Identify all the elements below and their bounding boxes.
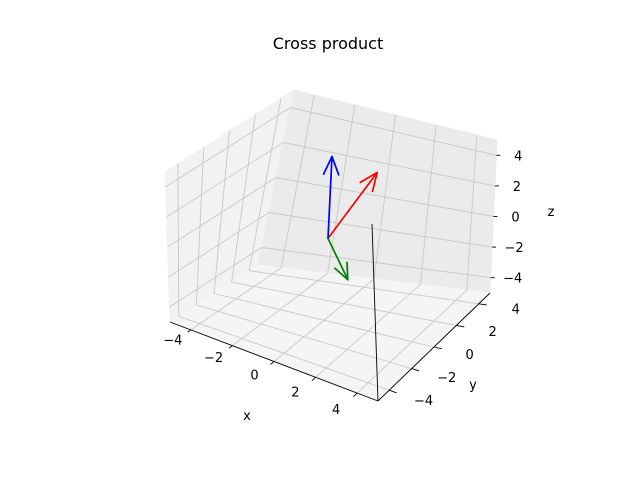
vector-2 [322,155,340,240]
y-tick-label: −4 [414,394,433,409]
vectors [322,155,379,281]
x-tick [270,361,275,365]
x-tick-label: 0 [250,368,258,383]
grid-line [466,134,478,291]
grid-line [290,107,497,156]
vector-head [333,261,349,281]
x-tick-label: −4 [163,334,182,349]
z-axis-label: z [548,205,555,220]
x-tick [228,345,233,349]
grid-line [231,114,256,283]
grid-line [315,284,421,378]
y-tick [411,368,420,372]
vector-shaft [327,171,379,240]
grid-line [356,289,468,394]
x-tick-label: 2 [291,386,299,401]
z-tick-label: 0 [511,211,519,226]
y-tick [389,389,397,394]
x-axis-label: x [243,409,251,424]
grid-line [419,124,437,285]
grid-line [165,107,291,188]
y-tick-label: −2 [437,371,456,386]
grid-line [213,293,435,348]
vector-head [322,155,340,176]
y-tick-label: 2 [489,325,497,340]
x-tick [187,329,192,333]
vector-1 [327,171,379,240]
vector-shaft [327,155,333,240]
z-tick-label: −4 [503,272,522,287]
y-tick [433,346,442,350]
grid-line [167,177,277,248]
x-tick [353,392,358,398]
x-tick-label: 4 [332,403,340,418]
y-tick [478,303,487,306]
z-axis-line [371,223,379,402]
grid-line [275,177,494,217]
z-tick-label: −2 [505,241,524,256]
vector-head [359,171,379,193]
y-tick-label: 0 [466,348,474,363]
y-tick-label: 4 [512,302,520,317]
y-tick [456,324,465,328]
vector-shaft [327,237,349,281]
vector-3 [327,237,349,281]
tick-marks [187,154,501,398]
z-tick-label: 2 [513,180,521,195]
grid-line [231,281,457,326]
chart-title: Cross product [273,34,383,53]
grid-line [166,142,284,218]
x-tick [311,376,316,381]
x-tick-label: −2 [204,351,223,366]
grid-line [248,98,282,271]
grid-line [283,142,495,187]
grid-lines [165,94,497,394]
z-tick-label: 4 [514,149,522,164]
grid-line [249,270,479,305]
y-axis-label: y [469,378,477,393]
